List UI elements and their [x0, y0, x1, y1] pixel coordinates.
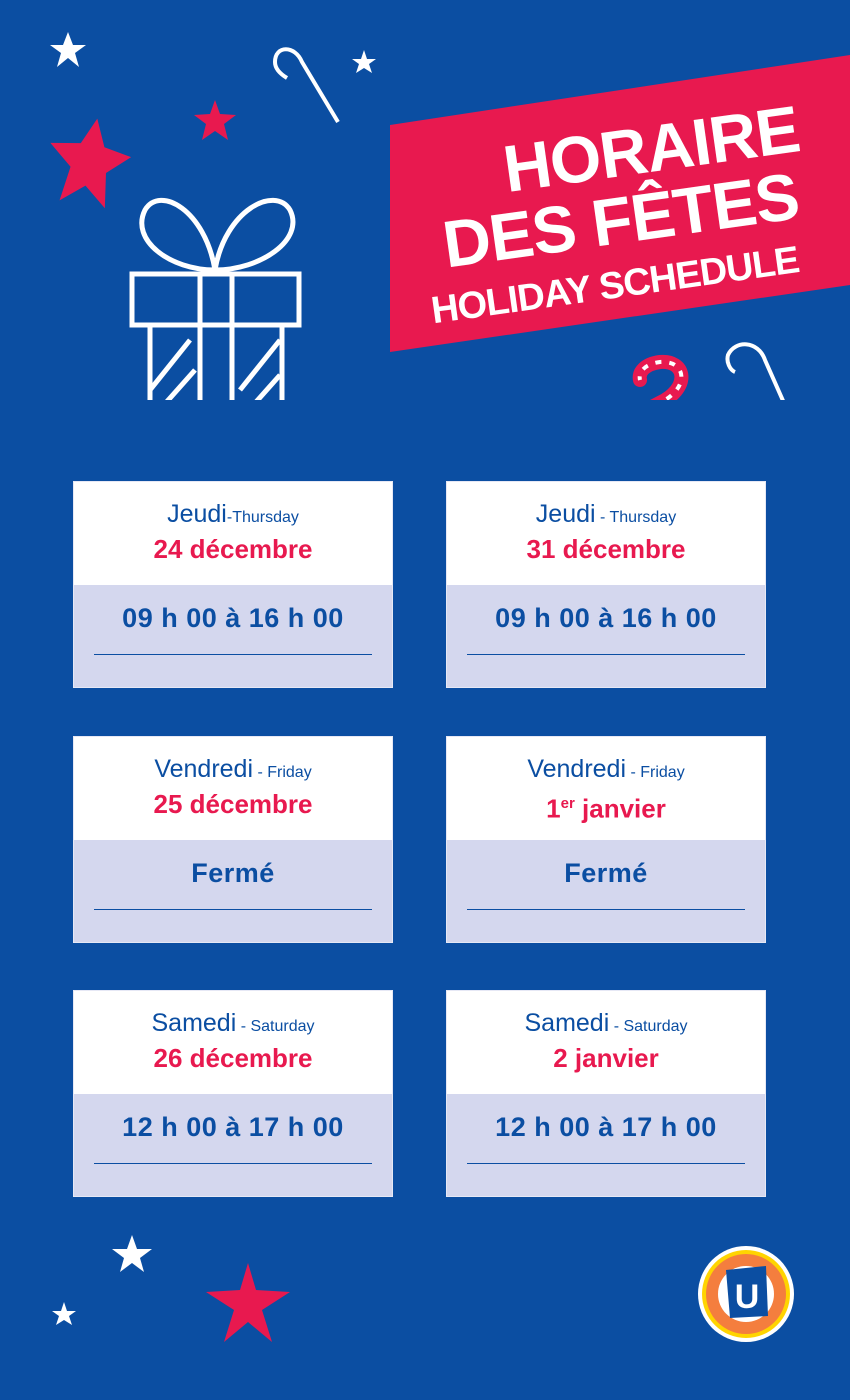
bottom-decorations: U: [52, 1235, 794, 1342]
decorations: [50, 32, 850, 400]
day-fr: Vendredi: [154, 755, 254, 783]
date: 25 décembre: [153, 789, 313, 819]
day-en: - Thursday: [595, 509, 677, 526]
gift-icon: [129, 197, 302, 400]
hours: Fermé: [564, 858, 648, 888]
schedule-card: Vendredi - Friday 1er janvier Fermé: [446, 736, 766, 943]
day-en: - Saturday: [609, 1018, 688, 1035]
day-fr: Jeudi: [167, 500, 227, 528]
schedule-card: Samedi - Saturday 2 janvier 12 h 00 à 17…: [446, 990, 766, 1197]
star-icon: [352, 50, 376, 73]
day-en: -Thursday: [226, 509, 299, 526]
svg-text:U: U: [735, 1278, 760, 1316]
date: 2 janvier: [553, 1043, 659, 1073]
title-banner: [390, 55, 850, 352]
hours: 09 h 00 à 16 h 00: [495, 603, 717, 633]
date: 24 décembre: [153, 534, 313, 564]
day-fr: Jeudi: [535, 500, 596, 528]
hours: 12 h 00 à 17 h 00: [495, 1112, 717, 1142]
candy-cane-icon: [272, 47, 340, 124]
date: 31 décembre: [526, 534, 686, 564]
date: 26 décembre: [153, 1043, 313, 1073]
schedule-card: Jeudi - Thursday 31 décembre 09 h 00 à 1…: [446, 481, 766, 688]
hours: Fermé: [191, 858, 275, 888]
schedule-card: Vendredi - Friday 25 décembre Fermé: [73, 736, 393, 943]
hours: 09 h 00 à 16 h 00: [122, 603, 344, 633]
divider: [94, 1162, 372, 1164]
star-icon: [206, 1263, 290, 1342]
star-icon: [50, 32, 86, 67]
candy-cane-icon: [725, 342, 785, 400]
day-en: - Saturday: [236, 1018, 315, 1035]
star-icon: [52, 1302, 76, 1325]
divider: [467, 908, 745, 910]
date: 1er janvier: [546, 793, 666, 824]
divider: [467, 653, 745, 655]
day-fr: Samedi: [151, 1009, 237, 1037]
star-icon: [194, 100, 236, 140]
day-en: - Friday: [253, 764, 312, 781]
logo: U: [698, 1246, 794, 1342]
star-icon: [112, 1235, 152, 1272]
day-fr: Samedi: [524, 1009, 610, 1037]
divider: [467, 1162, 745, 1164]
divider: [94, 908, 372, 910]
schedule-card: Samedi - Saturday 26 décembre 12 h 00 à …: [73, 990, 393, 1197]
schedule-card: Jeudi-Thursday 24 décembre 09 h 00 à 16 …: [73, 481, 393, 688]
day-en: - Friday: [626, 764, 685, 781]
star-icon: [50, 118, 132, 209]
divider: [94, 653, 372, 655]
day-fr: Vendredi: [527, 755, 627, 783]
candy-cane-icon: [632, 354, 689, 400]
hours: 12 h 00 à 17 h 00: [122, 1112, 344, 1142]
